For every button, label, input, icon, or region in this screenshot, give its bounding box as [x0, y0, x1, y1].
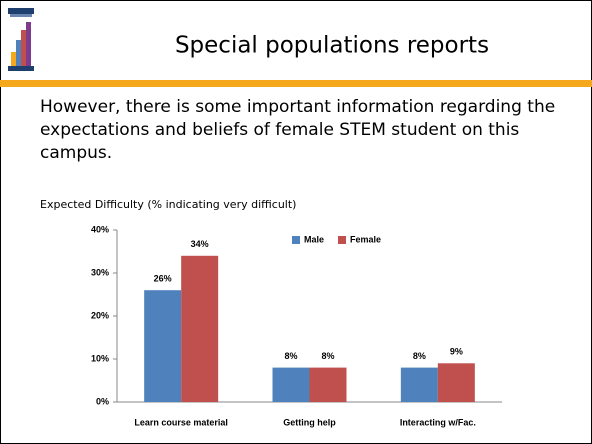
x-tick-label: Getting help: [283, 417, 336, 427]
slide-title: Special populations reports: [175, 33, 489, 59]
value-label: 26%: [154, 274, 172, 284]
bar: [144, 290, 182, 402]
y-tick-label: 20%: [91, 310, 109, 320]
chart-title: Expected Difficulty (% indicating very d…: [40, 198, 296, 211]
value-label: 34%: [191, 239, 209, 249]
value-label: 9%: [450, 347, 463, 357]
y-tick-label: 30%: [91, 267, 109, 277]
x-tick-label: Interacting w/Fac.: [400, 417, 476, 427]
header-rule: [0, 80, 592, 87]
y-tick-label: 40%: [91, 224, 109, 234]
bar: [181, 255, 219, 402]
y-tick-label: 0%: [96, 396, 109, 406]
x-tick-label: Learn course material: [134, 417, 228, 427]
bar: [400, 367, 438, 402]
bar: [309, 367, 347, 402]
legend-label: Female: [350, 234, 381, 244]
value-label: 8%: [413, 351, 426, 361]
legend-swatch: [292, 236, 300, 244]
y-tick-label: 10%: [91, 353, 109, 363]
bar: [272, 367, 310, 402]
legend-swatch: [338, 236, 347, 244]
value-label: 8%: [284, 351, 297, 361]
body-text: However, there is some important informa…: [40, 97, 556, 163]
logo: [8, 8, 34, 71]
legend-label: Male: [304, 234, 324, 244]
value-label: 8%: [321, 351, 334, 361]
bar: [437, 363, 475, 402]
